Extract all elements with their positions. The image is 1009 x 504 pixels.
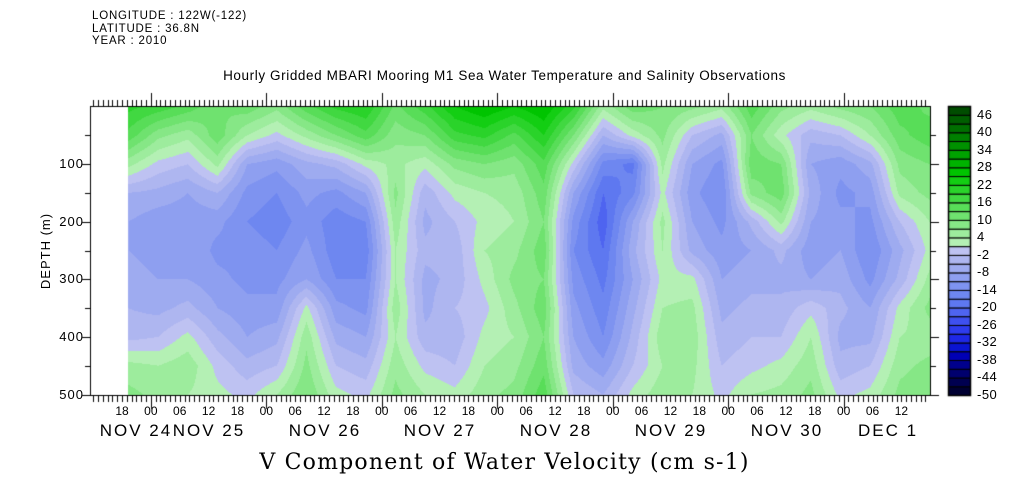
- longitude-label: LONGITUDE : 122W(-122): [92, 10, 247, 22]
- x-axis-title: V Component of Water Velocity (cm s-1): [259, 450, 750, 475]
- hour-tick-label: 00: [490, 404, 504, 418]
- date-tick-label: NOV 26: [288, 421, 362, 440]
- colorbar-tick-label: -2: [977, 246, 990, 262]
- latitude-label: LATITUDE : 36.8N: [92, 22, 200, 35]
- date-tick-label: DEC 1: [857, 421, 919, 440]
- colorbar-tick-label: 4: [977, 229, 985, 245]
- depth-tick-label: 400: [59, 329, 84, 345]
- hour-tick-label: 06: [403, 404, 418, 418]
- depth-tick-label: 100: [59, 155, 84, 171]
- hour-tick-label: 12: [201, 404, 216, 418]
- hour-tick-label: 18: [230, 404, 245, 418]
- colorbar-tick-label: 16: [977, 194, 993, 210]
- hour-tick-label: 18: [808, 404, 822, 418]
- hour-tick-label: 12: [317, 404, 331, 418]
- date-tick-label: NOV 25: [172, 421, 246, 440]
- hour-tick-label: 18: [577, 404, 591, 418]
- hour-tick-label: 00: [606, 404, 620, 418]
- colorbar-tick-label: -38: [977, 351, 998, 367]
- hour-tick-label: 12: [894, 404, 909, 418]
- hour-tick-label: 18: [115, 404, 129, 418]
- colorbar-tick-label: 46: [977, 106, 993, 122]
- colorbar-tick-label: -14: [977, 281, 998, 297]
- colorbar-tick-label: -20: [977, 299, 998, 315]
- depth-tick-label: 300: [59, 271, 84, 287]
- metadata-block: LONGITUDE : 122W(-122) LATITUDE : 36.8N …: [92, 10, 247, 48]
- hour-tick-label: 00: [836, 404, 851, 418]
- hour-tick-label: 12: [432, 404, 447, 418]
- date-tick-label: NOV 24: [99, 421, 173, 440]
- colorbar-tick-label: -32: [977, 334, 998, 350]
- colorbar-tick-label: -44: [977, 369, 998, 385]
- colorbar-tick-label: -26: [977, 316, 998, 332]
- year-label: YEAR : 2010: [92, 35, 168, 47]
- hour-tick-label: 18: [346, 404, 360, 418]
- colorbar-tick-label: 40: [977, 124, 993, 140]
- hour-tick-label: 12: [663, 404, 678, 418]
- hour-tick-label: 06: [173, 404, 187, 418]
- hour-tick-label: 00: [721, 404, 735, 418]
- date-tick-label: NOV 27: [403, 421, 477, 440]
- hour-tick-label: 06: [288, 404, 302, 418]
- hour-tick-label: 18: [461, 404, 476, 418]
- colorbar-tick-label: -8: [977, 264, 990, 280]
- hour-tick-label: 06: [519, 404, 533, 418]
- hour-tick-label: 18: [692, 404, 706, 418]
- hour-tick-label: 12: [548, 404, 562, 418]
- date-tick-label: NOV 30: [750, 421, 824, 440]
- hour-tick-label: 06: [750, 404, 764, 418]
- date-tick-label: NOV 28: [519, 421, 593, 440]
- date-tick-label: NOV 29: [634, 421, 708, 440]
- hour-tick-label: 00: [144, 404, 158, 418]
- hour-tick-label: 00: [375, 404, 389, 418]
- depth-tick-label: 200: [59, 213, 84, 229]
- colorbar-tick-label: 22: [977, 176, 993, 192]
- hour-tick-label: 12: [779, 404, 793, 418]
- colorbar-tick-label: -50: [977, 387, 998, 402]
- colorbar-tick-label: 10: [977, 211, 993, 227]
- hour-tick-label: 06: [634, 404, 649, 418]
- colorbar-tick-label: 28: [977, 159, 993, 175]
- depth-tick-label: 500: [59, 387, 84, 402]
- plot-title: Hourly Gridded MBARI Mooring M1 Sea Wate…: [223, 68, 786, 83]
- colorbar-tick-label: 34: [977, 141, 993, 157]
- hour-tick-label: 06: [865, 404, 880, 418]
- hour-tick-label: 00: [259, 404, 273, 418]
